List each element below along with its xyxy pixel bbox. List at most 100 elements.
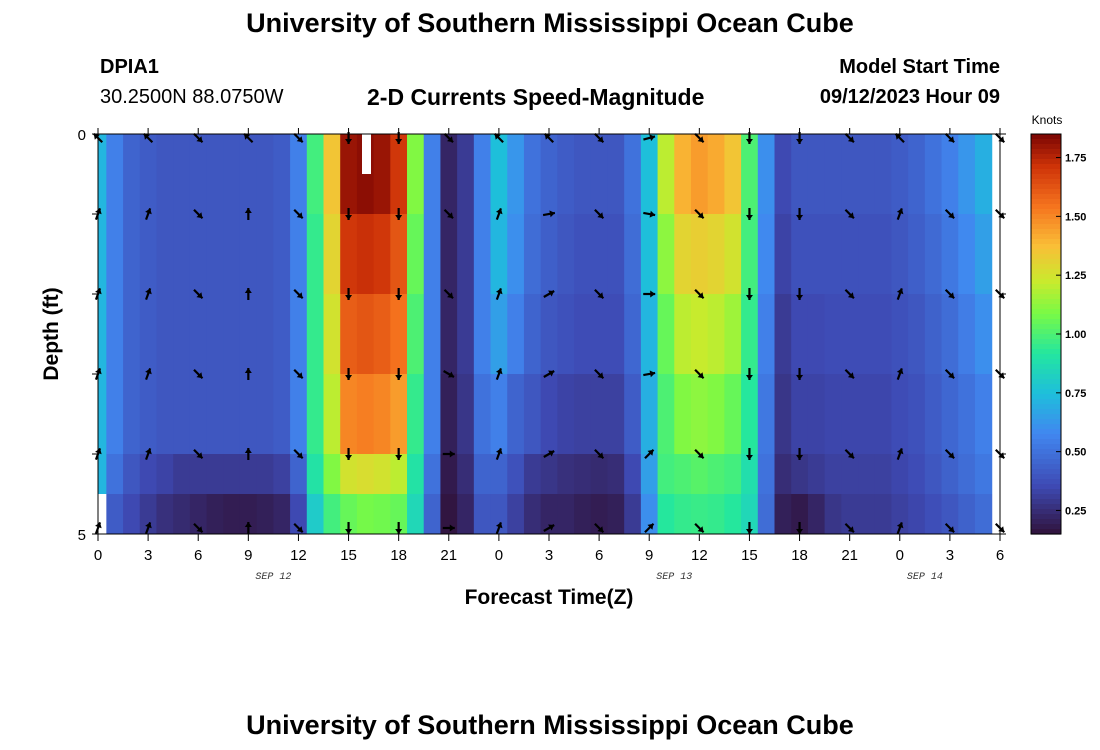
heatmap-cell [807,454,826,494]
heatmap-cell [440,454,458,494]
heatmap-cell [156,454,174,494]
heatmap-cell [874,214,893,294]
current-arrow [643,134,656,142]
current-arrow [644,448,655,460]
heatmap-cell [423,134,442,214]
heatmap-cell [473,494,492,534]
heatmap-cell [139,134,158,214]
heatmap-cell [874,374,893,454]
heatmap-cell [724,374,742,454]
heatmap-cell [206,134,224,214]
heatmap-cell [473,134,492,214]
colorbar-title: Knots [1032,113,1063,127]
current-arrow [143,132,154,144]
heatmap-cell [306,294,325,374]
heatmap-cell [457,214,475,294]
heatmap-cell [674,494,692,534]
current-arrow [643,370,656,378]
heatmap-cell [824,454,842,494]
heatmap-cell [457,494,475,534]
heatmap-cell [974,374,993,454]
current-arrow [495,367,503,381]
current-arrow [643,290,656,298]
heatmap-cell [473,214,492,294]
heatmap-cell [690,294,709,374]
heatmap-cell [290,454,308,494]
heatmap-cell [239,134,258,214]
heatmap-cell [239,494,258,534]
current-arrow [495,287,503,301]
heatmap-cell [624,374,642,454]
heatmap-cell [189,214,208,294]
heatmap-cell [657,134,675,214]
heatmap-cell [407,374,425,454]
current-arrow [244,288,252,300]
current-arrow [145,287,152,301]
current-arrow [745,208,753,220]
heatmap-cell [557,494,575,534]
heatmap-cell [807,374,826,454]
colorbar-tick-label: 1.25 [1065,270,1086,282]
heatmap-cell [674,454,692,494]
current-arrow [243,132,254,144]
heatmap-cell [757,494,776,534]
heatmap-cell [824,214,842,294]
current-arrow [894,132,905,144]
current-arrow [896,367,904,381]
heatmap-cell [323,294,341,374]
current-arrow [293,448,304,460]
heatmap-cell [557,454,575,494]
current-arrow [543,290,555,298]
heatmap-cell [624,134,642,214]
heatmap-cell [340,494,358,534]
heatmap-cell [323,214,341,294]
current-arrow [493,132,504,144]
current-arrow [145,367,152,381]
heatmap-cell [924,294,943,374]
heatmap-cell [490,374,508,454]
heatmap-cell [624,214,642,294]
heatmap-cell [273,214,291,294]
heatmap-cell [356,494,375,534]
heatmap-cell [891,294,909,374]
y-axis-label: Depth (ft) [40,287,63,380]
current-arrow [844,368,855,380]
heatmap-cell [390,134,408,214]
heatmap-cell [807,134,826,214]
heatmap-cell [423,214,442,294]
heatmap-cell [223,494,241,534]
heatmap-cell [908,494,926,534]
heatmap-cell [457,454,475,494]
heatmap-cell [156,294,174,374]
heatmap-cell [206,294,224,374]
heatmap-cell [106,494,124,534]
heatmap-cell [173,214,191,294]
date-label: SEP 14 [907,572,943,583]
heatmap-cell [590,134,609,214]
heatmap-cell [741,374,759,454]
current-arrow [844,288,855,300]
heatmap-cell [574,374,592,454]
heatmap-cell [557,214,575,294]
heatmap-cell [407,214,425,294]
colorbar-tick-label: 0.25 [1065,505,1086,517]
heatmap-cell [774,294,792,374]
heatmap-cell [106,134,124,214]
colorbar-tick-label: 0.50 [1065,447,1086,459]
heatmap-cell [958,374,976,454]
heatmap-cell [507,454,525,494]
current-arrow [293,208,304,220]
heatmap-cell [824,374,842,454]
heatmap-cell [841,374,859,454]
current-arrow [442,450,455,458]
heatmap-cell [941,294,959,374]
current-arrow [395,208,403,220]
current-arrow [944,368,955,380]
heatmap-cell [156,494,174,534]
current-arrow [345,522,353,534]
heatmap-cell [741,454,759,494]
heatmap-cell [507,134,525,214]
heatmap-cell [540,294,558,374]
current-arrow [395,288,403,300]
heatmap-cell [974,294,993,374]
